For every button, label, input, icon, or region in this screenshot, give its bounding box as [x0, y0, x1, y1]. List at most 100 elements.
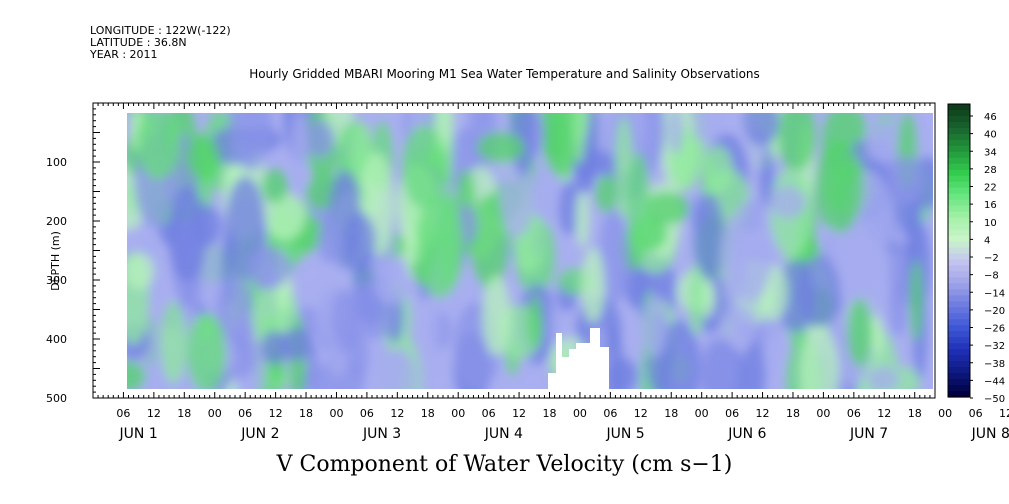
colorbar-swatch	[948, 307, 970, 314]
field-blob	[777, 113, 816, 172]
colorbar-swatch	[948, 241, 970, 249]
colorbar-swatch	[948, 337, 970, 344]
colorbar-swatch	[948, 109, 970, 117]
colorbar-swatch	[948, 385, 970, 392]
field-blob	[910, 259, 923, 342]
colorbar-swatch	[948, 229, 970, 237]
colorbar-swatch	[948, 277, 970, 284]
colorbar-swatch	[948, 253, 970, 261]
field-blob	[160, 301, 187, 384]
colorbar-swatch	[948, 259, 970, 267]
colorbar-label: −38	[984, 359, 1005, 370]
field-blob	[510, 113, 536, 176]
field-blob	[331, 289, 359, 353]
colorbar-swatch	[948, 283, 970, 290]
colorbar-swatch	[948, 367, 970, 374]
x-hour-label: 00	[695, 407, 709, 420]
field-blob	[667, 113, 684, 155]
field-blob	[574, 150, 619, 176]
x-hour-label: 18	[299, 407, 313, 420]
field-blob	[476, 131, 525, 163]
field-blob	[800, 325, 840, 389]
field-blob	[575, 188, 590, 249]
field-blob	[245, 246, 292, 290]
x-hour-label: 12	[634, 407, 648, 420]
colorbar-swatch	[948, 247, 970, 255]
colorbar-label: 34	[984, 147, 997, 158]
field-blob	[657, 319, 701, 389]
colorbar-swatch	[948, 223, 970, 231]
colorbar-label: −32	[984, 341, 1005, 352]
colorbar-swatch	[948, 319, 970, 326]
y-tick-label: 300	[46, 274, 67, 287]
colorbar-label: −44	[984, 376, 1005, 387]
field-blob	[303, 120, 336, 158]
colorbar-label: 22	[984, 183, 997, 194]
colorbar-swatch	[948, 325, 970, 332]
x-hour-label: 06	[603, 407, 617, 420]
x-day-label: JUN 1	[119, 426, 158, 442]
x-hour-label: 18	[664, 407, 678, 420]
field-blob	[127, 252, 155, 290]
colorbar-swatch	[948, 331, 970, 338]
colorbar-swatch	[948, 373, 970, 380]
x-day-label: JUN 7	[849, 426, 888, 442]
field-blob	[186, 136, 220, 179]
colorbar-label: −26	[984, 324, 1005, 335]
field-blob	[871, 318, 884, 356]
field-blob	[699, 336, 738, 389]
colorbar-label: −2	[984, 253, 999, 264]
field-blob	[821, 227, 839, 257]
colorbar-label: 28	[984, 165, 997, 176]
field-blob	[889, 156, 924, 205]
field-blob	[482, 275, 511, 357]
colorbar-label: 4	[984, 235, 990, 246]
field-blob	[866, 366, 900, 389]
field-blob	[762, 314, 782, 375]
colorbar-swatch	[948, 139, 970, 147]
field-blob	[643, 294, 668, 358]
x-hour-label: 12	[877, 407, 891, 420]
colorbar-label: −14	[984, 288, 1005, 299]
colorbar-swatch	[948, 205, 970, 213]
x-hour-label: 06	[360, 407, 374, 420]
y-tick-label: 400	[46, 333, 67, 346]
colorbar-swatch	[948, 217, 970, 225]
field-blob	[136, 113, 181, 180]
colorbar-swatch	[948, 115, 970, 123]
field-blob	[581, 247, 605, 324]
x-hour-label: 06	[969, 407, 983, 420]
field-blob	[644, 192, 690, 225]
colorbar-label: 16	[984, 200, 997, 211]
field-blob	[688, 262, 705, 336]
variable-label: V Component of Water Velocity (cm s−1)	[276, 452, 733, 477]
colorbar-swatch	[948, 145, 970, 153]
colorbar-swatch	[948, 355, 970, 362]
x-hour-label: 12	[999, 407, 1009, 420]
colorbar-swatch	[948, 157, 970, 165]
x-hour-label: 12	[390, 407, 404, 420]
x-hour-label: 06	[238, 407, 252, 420]
colorbar-label: −8	[984, 271, 999, 282]
field-blob	[595, 174, 618, 213]
field-blob	[127, 360, 147, 389]
colorbar-swatch	[948, 235, 970, 243]
x-day-label: JUN 6	[727, 426, 766, 442]
field-blob	[759, 145, 775, 208]
x-day-label: JUN 8	[971, 426, 1009, 442]
colorbar-swatch	[948, 391, 970, 398]
colorbar-swatch	[948, 133, 970, 141]
colorbar-swatch	[948, 193, 970, 201]
x-hour-label: 00	[573, 407, 587, 420]
colorbar-swatch	[948, 127, 970, 135]
field-blob	[607, 358, 639, 389]
x-hour-label: 18	[786, 407, 800, 420]
colorbar-swatch	[948, 301, 970, 308]
x-day-label: JUN 2	[240, 426, 279, 442]
colorbar-swatch	[948, 361, 970, 368]
field-blob	[291, 113, 309, 193]
colorbar-label: 10	[984, 218, 997, 229]
x-hour-label: 00	[938, 407, 952, 420]
x-hour-label: 12	[147, 407, 161, 420]
